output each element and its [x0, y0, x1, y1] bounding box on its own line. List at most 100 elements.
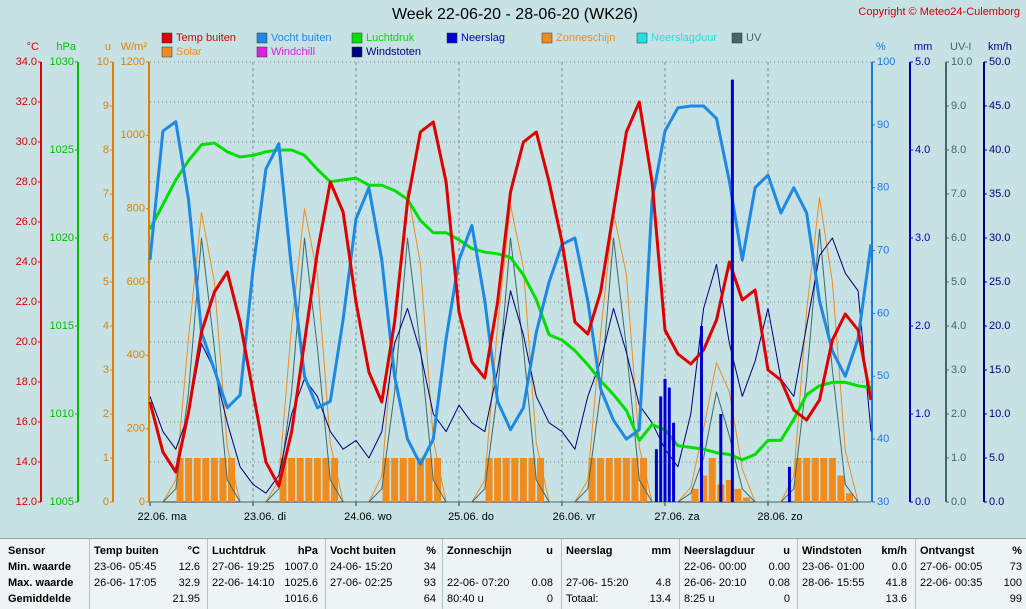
bar [743, 497, 751, 502]
y-tick-label: 100 [877, 56, 895, 68]
cell-time: 28-06- 15:55 [802, 577, 865, 589]
chart: Week 22-06-20 - 28-06-20 (WK26) Copyrigh… [16, 6, 1020, 523]
y-tick-label: 40 [877, 433, 889, 445]
legend-label: Zonneschijn [556, 32, 615, 44]
bar [719, 414, 723, 502]
row-label: Min. waarde [8, 561, 71, 573]
y-tick-label: 26.0 [16, 216, 37, 228]
legend-swatch [446, 32, 458, 44]
bar [313, 458, 321, 502]
bar [691, 488, 699, 502]
bar [640, 458, 648, 502]
separator [561, 539, 562, 609]
y-tick-label: 6.0 [951, 232, 966, 244]
y-tick-label: 30 [877, 496, 889, 508]
bar [494, 458, 502, 502]
y-tick-label: 30.0 [989, 232, 1010, 244]
y-tick-label: 60 [877, 307, 889, 319]
axis-unit: UV-I [950, 41, 971, 53]
separator [207, 539, 208, 609]
bar [193, 458, 201, 502]
cell-value: 32.9 [178, 577, 200, 589]
bar [663, 378, 667, 502]
legend-label: Solar [176, 46, 202, 58]
bar [631, 458, 639, 502]
y-tick-label: 1 [103, 452, 109, 464]
axis-unit: W/m² [121, 41, 148, 53]
series-line [149, 237, 872, 494]
bar [597, 458, 605, 502]
y-tick-label: 1020 [50, 232, 74, 244]
y-tick-label: 16.0 [16, 416, 37, 428]
row-label: Max. waarde [8, 577, 74, 589]
y-tick-label: 5.0 [989, 452, 1004, 464]
column-unit: °C [187, 545, 200, 557]
axis-unit: u [105, 41, 111, 53]
cell-value: 12.6 [178, 561, 200, 573]
x-tick-label: 23.06. di [244, 511, 286, 523]
y-tick-label: 7 [103, 188, 109, 200]
column-unit: % [426, 545, 436, 557]
cell-value: 73 [1009, 561, 1022, 573]
legend-swatch [256, 46, 268, 58]
column-header: Sensor [8, 545, 46, 557]
y-tick-label: 30.0 [16, 136, 37, 148]
y-tick-label: 8 [103, 144, 109, 156]
legend-swatch [161, 32, 173, 44]
bar [622, 458, 630, 502]
cell-value: 13.4 [649, 593, 671, 605]
axis-unit: % [876, 41, 886, 53]
cell-value: 21.95 [172, 593, 200, 605]
x-tick-label: 24.06. wo [344, 511, 392, 523]
y-tick-label: 0.0 [915, 496, 930, 508]
x-tick-label: 26.06. vr [553, 511, 596, 523]
cell-value: 99 [1009, 593, 1022, 605]
bar [794, 458, 802, 502]
axis-unit: °C [27, 41, 39, 53]
y-tick-label: 35.0 [989, 188, 1010, 200]
y-tick-label: 600 [127, 276, 145, 288]
cell-time: 27-06- 15:20 [566, 577, 629, 589]
cell-value: 41.8 [885, 577, 907, 589]
bar [667, 387, 671, 502]
y-tick-label: 15.0 [989, 364, 1010, 376]
legend-swatch [351, 46, 363, 58]
bar [699, 326, 703, 502]
y-tick-label: 1200 [121, 56, 145, 68]
bar [408, 458, 416, 502]
cell-value: 0.08 [768, 577, 790, 589]
column-unit: hPa [297, 545, 318, 557]
y-tick-label: 2 [103, 408, 109, 420]
y-tick-label: 5.0 [951, 276, 966, 288]
y-tick-label: 9 [103, 100, 109, 112]
bar [730, 79, 734, 502]
bar [528, 458, 536, 502]
bar [391, 458, 399, 502]
cell-value: 0.00 [768, 561, 790, 573]
column-unit: mm [651, 545, 671, 557]
stats-table: Sensor Temp buiten °C Luchtdruk hPa Vocht bui… [0, 538, 1026, 609]
series-line [148, 141, 872, 462]
bar [219, 458, 227, 502]
cell-value: 34 [423, 561, 436, 573]
y-tick-label: 800 [127, 203, 145, 215]
bar [425, 458, 433, 502]
legend-label: Neerslag [461, 32, 505, 44]
bar [331, 458, 339, 502]
cell-time: 26-06- 20:10 [684, 577, 747, 589]
axis-unit: hPa [56, 41, 76, 53]
bar [185, 458, 193, 502]
axis-unit: mm [914, 41, 932, 53]
cell-time: 27-06- 19:25 [212, 561, 275, 573]
y-tick-label: 5 [103, 276, 109, 288]
y-tick-label: 45.0 [989, 100, 1010, 112]
column-header: Luchtdruk [212, 545, 266, 557]
column-unit: u [783, 545, 790, 557]
legend-swatch [731, 32, 743, 44]
y-tick-label: 34.0 [16, 56, 37, 68]
cell-value: 1007.0 [284, 561, 318, 573]
bar [725, 480, 733, 502]
y-tick-label: 10.0 [951, 56, 972, 68]
series-line [148, 100, 873, 488]
